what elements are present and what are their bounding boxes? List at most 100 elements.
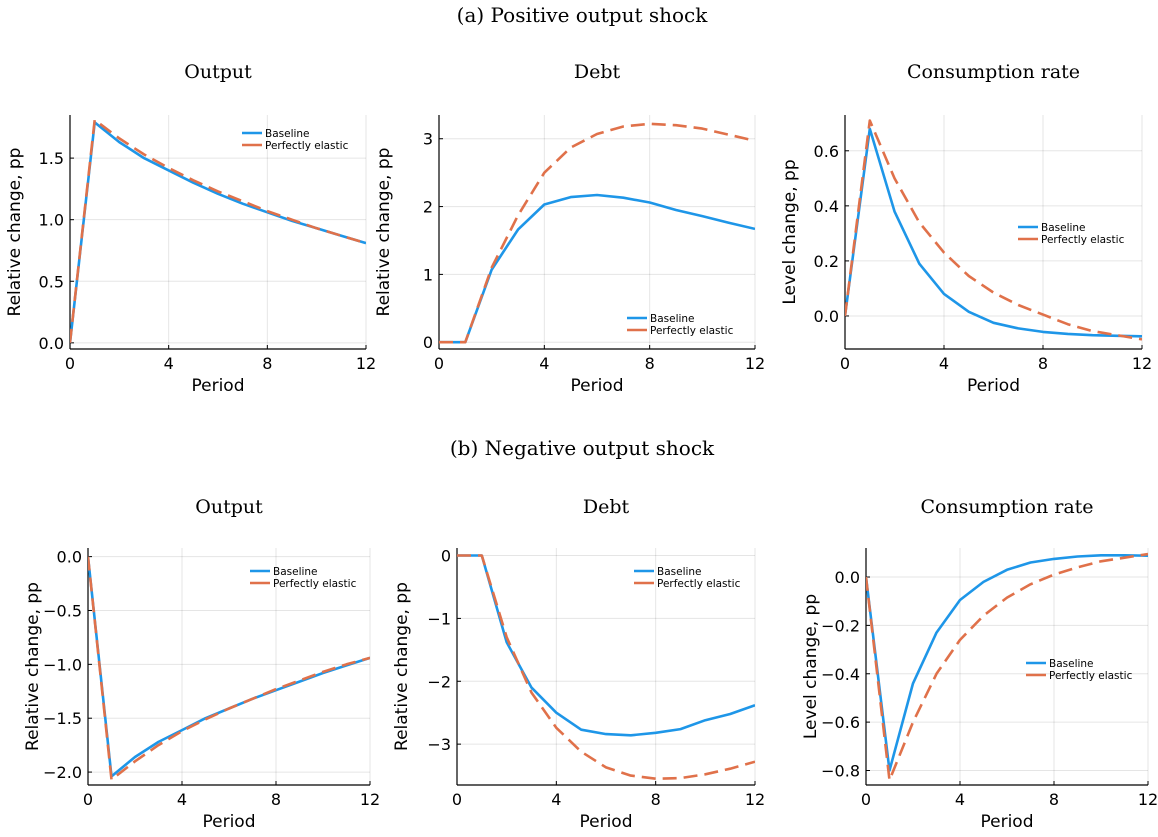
x-tick-label: 8 (262, 354, 272, 373)
y-axis-label: Level change, pp (780, 159, 800, 304)
x-axis-label: Period (579, 812, 632, 832)
legend-label: Baseline (657, 566, 702, 578)
y-tick-label: 3 (423, 130, 433, 149)
y-tick-label: −0.8 (821, 761, 860, 780)
x-tick-label: 12 (360, 790, 380, 809)
y-tick-label: 1.0 (39, 211, 64, 230)
subplot-title: Debt (583, 496, 630, 518)
x-axis-label: Period (202, 812, 255, 832)
series-line-baseline (439, 193, 755, 344)
x-axis-label: Period (191, 376, 244, 396)
legend-label: Baseline (273, 566, 318, 578)
y-tick-label: 0.4 (814, 197, 839, 216)
y-tick-label: −3 (427, 735, 451, 754)
x-tick-label: 8 (1038, 354, 1048, 373)
subplot-6: Consumption rate 0 4 8 12 0.0 −0.2 −0.4 −0.6 −0.8… (801, 496, 1158, 832)
y-tick-label: −0.4 (821, 665, 860, 684)
x-tick-label: 0 (65, 354, 75, 373)
x-tick-label: 0 (840, 354, 850, 373)
y-tick-label: 0.2 (814, 252, 839, 271)
series-line-perfectly-elastic (88, 556, 370, 781)
x-tick-label: 0 (83, 790, 93, 809)
y-tick-label: 0 (423, 333, 433, 352)
legend-label: Baseline (650, 313, 695, 325)
y-tick-label: −0.6 (821, 713, 860, 732)
x-tick-label: 8 (1049, 790, 1059, 809)
x-tick-label: 4 (539, 354, 549, 373)
y-tick-label: 1.5 (39, 149, 64, 168)
subplot-4: Output 0 4 8 12 0.0 −0.5 −1.0 −1.5 −2.0 Period Rela… (23, 496, 380, 832)
x-tick-label: 8 (645, 354, 655, 373)
y-tick-label: −2 (427, 672, 451, 691)
panel-title-b: (b) Negative output shock (450, 436, 715, 460)
subplot-title: Output (195, 496, 263, 518)
panel-title-a: (a) Positive output shock (457, 3, 709, 27)
legend-label: Perfectly elastic (265, 140, 349, 152)
x-tick-label: 4 (551, 790, 561, 809)
legend-label: Perfectly elastic (273, 578, 357, 590)
y-tick-label: −2.0 (43, 763, 82, 782)
x-tick-label: 4 (955, 790, 965, 809)
subplot-title: Debt (574, 61, 621, 83)
subplot-1: Output 0 4 8 12 0.0 0.5 1.0 1.5 Period Relative ch… (5, 61, 376, 396)
x-tick-label: 12 (356, 354, 376, 373)
x-tick-label: 8 (271, 790, 281, 809)
x-tick-label: 12 (1138, 790, 1158, 809)
series-line-baseline (70, 121, 366, 343)
y-tick-label: 0.6 (814, 142, 839, 161)
legend-label: Perfectly elastic (1041, 234, 1125, 246)
subplot-title: Consumption rate (907, 61, 1080, 83)
y-tick-label: −0.5 (43, 601, 82, 620)
y-tick-label: 0.0 (814, 307, 839, 326)
y-tick-label: 1 (423, 265, 433, 284)
y-tick-label: 0.5 (39, 272, 64, 291)
y-axis-label: Relative change, pp (5, 148, 25, 317)
y-tick-label: 0.0 (57, 548, 82, 567)
legend-label: Perfectly elastic (650, 325, 734, 337)
subplot-5: Debt 0 4 8 12 0 −1 −2 −3 Period Relative change, p… (392, 496, 765, 832)
x-tick-label: 4 (164, 354, 174, 373)
series-line-perfectly-elastic (866, 552, 1148, 782)
x-tick-label: 8 (651, 790, 661, 809)
x-axis-label: Period (980, 812, 1033, 832)
y-tick-label: 0.0 (39, 334, 64, 353)
series-line-perfectly-elastic (439, 122, 755, 344)
y-tick-label: −1.0 (43, 655, 82, 674)
series-line-perfectly-elastic (70, 118, 366, 343)
y-axis-label: Level change, pp (801, 594, 821, 739)
y-tick-label: 2 (423, 198, 433, 217)
subplot-3: Consumption rate 0 4 8 12 0.0 0.2 0.4 0.6 Period L… (780, 61, 1152, 396)
legend-label: Baseline (1041, 222, 1086, 234)
y-tick-label: 0 (441, 547, 451, 566)
series-line-baseline (866, 553, 1148, 772)
subplot-title: Output (184, 61, 252, 83)
series-line-perfectly-elastic (845, 119, 1142, 341)
x-axis-label: Period (967, 376, 1020, 396)
subplot-title: Consumption rate (920, 496, 1093, 518)
y-axis-label: Relative change, pp (23, 582, 43, 751)
x-tick-label: 4 (939, 354, 949, 373)
y-axis-label: Relative change, pp (392, 582, 412, 751)
legend-label: Baseline (265, 128, 310, 140)
y-axis-label: Relative change, pp (374, 148, 394, 317)
y-tick-label: −1 (427, 609, 451, 628)
series-line-baseline (457, 554, 755, 737)
y-tick-label: −0.2 (821, 616, 860, 635)
x-tick-label: 0 (861, 790, 871, 809)
series-line-baseline (845, 127, 1142, 338)
y-tick-label: 0.0 (835, 568, 860, 587)
x-tick-label: 0 (452, 790, 462, 809)
x-axis-label: Period (570, 376, 623, 396)
x-tick-label: 12 (1132, 354, 1152, 373)
y-tick-label: −1.5 (43, 709, 82, 728)
legend-label: Perfectly elastic (657, 578, 741, 590)
